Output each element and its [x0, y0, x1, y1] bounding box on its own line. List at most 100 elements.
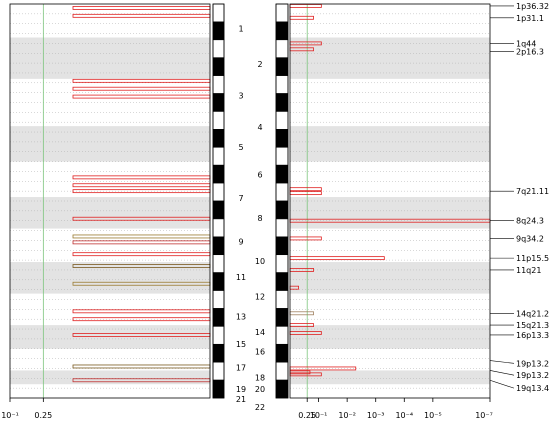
right-shaded-band	[290, 37, 490, 79]
right-ideogram-segment	[275, 21, 289, 41]
left-ideogram-segment	[212, 200, 225, 220]
right-ideogram-segment	[275, 254, 289, 273]
chromosome-label-14: 14	[255, 328, 265, 337]
left-shaded-band	[10, 325, 210, 349]
left-ideogram-segment	[212, 290, 225, 309]
left-ideogram-segment	[212, 57, 225, 76]
right-ideogram-segment	[275, 308, 289, 327]
chromosome-label-8: 8	[257, 214, 262, 223]
left-shaded-band	[10, 126, 210, 162]
right-ideogram-segment	[275, 57, 289, 76]
locus-label: 7q21.11	[516, 187, 549, 196]
locus-label: 8q24.3	[516, 217, 544, 226]
left-ideogram-segment	[212, 111, 225, 130]
right-ideogram-segment	[275, 290, 289, 309]
left-shaded-band	[10, 370, 210, 385]
chromosome-label-22: 22	[255, 403, 265, 412]
right-ideogram-segment	[275, 129, 289, 148]
chromosome-label-20: 20	[255, 385, 265, 394]
right-ideogram-segment	[275, 182, 289, 202]
locus-label: 9q34.2	[516, 234, 544, 243]
right-ideogram-segment	[275, 272, 289, 291]
locus-label: 19q13.41	[516, 384, 550, 393]
right-ideogram-segment	[275, 218, 289, 238]
right-bar	[289, 191, 322, 196]
left-ideogram-segment	[212, 75, 225, 94]
chromosome-label-21: 21	[236, 395, 246, 404]
right-bar	[289, 15, 314, 20]
left-bar	[72, 309, 211, 314]
right-x-tick-label: 10⁻¹	[310, 411, 328, 420]
locus-label: 1q44	[516, 39, 536, 48]
left-plot-frame	[9, 3, 211, 399]
right-bar	[289, 236, 322, 241]
locus-label: 1p36.32	[516, 2, 549, 11]
locus-leader-line	[489, 360, 515, 364]
right-ideogram-segment	[275, 343, 289, 363]
chromosome-label-13: 13	[236, 312, 246, 321]
locus-label: 11q21	[516, 266, 541, 275]
locus-label: 1p31.1	[516, 14, 544, 23]
locus-label: 15q21.3	[516, 321, 549, 330]
chromosome-label-4: 4	[257, 123, 262, 132]
right-shaded-band	[290, 370, 490, 385]
locus-label: 19p13.2	[516, 359, 549, 368]
chromosome-label-17: 17	[236, 363, 246, 372]
chromosome-label-12: 12	[255, 293, 265, 302]
right-shaded-band	[290, 325, 490, 349]
left-ideogram-segment	[212, 3, 225, 23]
right-ideogram-segment	[275, 3, 289, 23]
locus-label: 19p13.2	[516, 371, 549, 380]
right-ideogram-segment	[275, 236, 289, 256]
chromosome-label-1: 1	[238, 25, 243, 34]
left-ideogram-segment	[212, 308, 225, 327]
right-bar	[289, 256, 385, 261]
left-ideogram-segment	[212, 343, 225, 363]
right-x-tick-label: 10⁻⁴	[395, 411, 413, 420]
left-ideogram-segment	[212, 218, 225, 238]
chromosome-label-9: 9	[238, 237, 243, 246]
chromosome-label-10: 10	[255, 257, 265, 266]
right-shaded-band	[290, 126, 490, 162]
left-bar	[72, 13, 211, 18]
left-ideogram-segment	[212, 21, 225, 41]
chromosome-label-7: 7	[238, 194, 243, 203]
chromosome-label-15: 15	[236, 340, 246, 349]
left-bar	[72, 189, 211, 194]
left-ideogram-segment	[212, 236, 225, 256]
left-shaded-band	[10, 262, 210, 294]
left-bar	[72, 86, 211, 91]
left-bar	[72, 234, 211, 239]
left-ideogram-segment	[212, 254, 225, 273]
locus-leader-line	[489, 379, 515, 389]
locus-label: 11p15.5	[516, 254, 549, 263]
left-x-tick-label: 10⁻¹	[1, 411, 19, 420]
left-ideogram-segment	[212, 129, 225, 148]
left-bar	[72, 6, 211, 10]
left-bar	[72, 317, 211, 322]
right-ideogram-segment	[275, 164, 289, 184]
chromosome-label-18: 18	[255, 373, 265, 382]
chromosome-label-3: 3	[238, 92, 243, 101]
left-shaded-band	[10, 197, 210, 229]
chromosome-label-16: 16	[255, 348, 265, 357]
right-ideogram-segment	[275, 75, 289, 94]
right-x-tick-label: 10⁻⁷	[475, 411, 493, 420]
right-ideogram-segment	[275, 200, 289, 220]
right-chromosome-ideogram: 2 4 6 8 10 12 14 16 18 20 22	[255, 3, 289, 412]
left-ideogram-segment	[212, 93, 225, 112]
right-shaded-band	[290, 262, 490, 294]
locus-label: 14q21.2	[516, 309, 549, 318]
right-ideogram-segment	[275, 93, 289, 112]
right-ideogram-segment	[275, 326, 289, 345]
left-ideogram-segment	[212, 272, 225, 291]
locus-label: 2p16.3	[516, 47, 544, 56]
right-ideogram-outline	[275, 3, 289, 399]
left-bar	[72, 94, 211, 99]
left-bar	[72, 175, 211, 180]
left-ideogram-segment	[212, 146, 225, 166]
